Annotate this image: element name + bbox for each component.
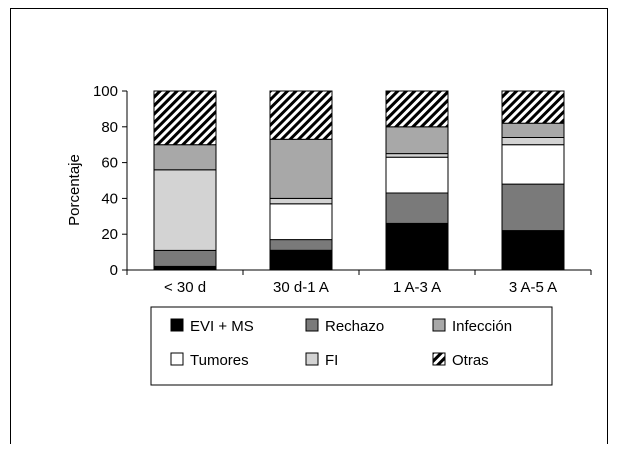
bar-segment xyxy=(385,90,449,128)
legend-swatch xyxy=(170,352,184,366)
legend-swatch xyxy=(432,352,446,366)
bar-segment xyxy=(501,183,565,232)
legend: EVI + MS Rechazo Infección Tumores FI Otras xyxy=(150,306,553,386)
bar-segment xyxy=(269,197,333,205)
bar-segment xyxy=(385,156,449,194)
bar-segment xyxy=(269,203,333,241)
bar-segment xyxy=(385,126,449,155)
bar-segment xyxy=(153,169,217,251)
bar-segment xyxy=(385,223,449,271)
bar-segment xyxy=(153,265,217,271)
bar-segment xyxy=(501,90,565,124)
bar-segment xyxy=(385,192,449,224)
bar-segment xyxy=(501,144,565,185)
legend-label: Rechazo xyxy=(325,318,384,335)
y-tick-label: 60 xyxy=(101,155,118,172)
legend-swatch xyxy=(305,352,319,366)
x-tick-label: 3 A-5 A xyxy=(509,279,557,296)
bar-segment xyxy=(269,138,333,199)
bar-segment xyxy=(501,137,565,146)
legend-label: FI xyxy=(325,352,338,369)
y-axis-label: Porcentaje xyxy=(66,154,83,226)
plot-area: 0 20 40 60 80 100 < 30 d 30 d-1 A 1 A-3 A 3 A-5 A xyxy=(93,83,592,296)
x-tick-label: < 30 d xyxy=(164,279,206,296)
bar-segment xyxy=(269,239,333,251)
bar-segment xyxy=(153,144,217,171)
legend-swatch xyxy=(432,318,446,332)
x-tick-label: 30 d-1 A xyxy=(273,279,329,296)
y-tick-label: 100 xyxy=(93,83,118,100)
y-tick-label: 40 xyxy=(101,190,118,207)
legend-label: EVI + MS xyxy=(190,318,254,335)
chart-frame: 0 20 40 60 80 100 < 30 d 30 d-1 A 1 A-3 A 3 A-5 A… xyxy=(10,8,608,444)
legend-swatch xyxy=(170,318,184,332)
legend-swatch xyxy=(305,318,319,332)
legend-box xyxy=(150,306,553,386)
y-tick-label: 0 xyxy=(110,262,118,279)
bar-segment xyxy=(153,249,217,267)
stacked-bar-chart: 0 20 40 60 80 100 < 30 d 30 d-1 A 1 A-3 A 3 A-5 A… xyxy=(66,83,592,386)
legend-label: Infección xyxy=(452,318,512,335)
x-tick-label: 1 A-3 A xyxy=(393,279,441,296)
bar-segment xyxy=(501,122,565,138)
bar-segment xyxy=(269,90,333,140)
bar-segment xyxy=(501,230,565,271)
legend-label: Otras xyxy=(452,352,489,369)
y-tick-label: 80 xyxy=(101,119,118,136)
y-tick-label: 20 xyxy=(101,226,118,243)
bar-segment xyxy=(385,153,449,158)
bar-segment xyxy=(269,249,333,271)
bar-segment xyxy=(153,90,217,146)
legend-label: Tumores xyxy=(190,352,249,369)
